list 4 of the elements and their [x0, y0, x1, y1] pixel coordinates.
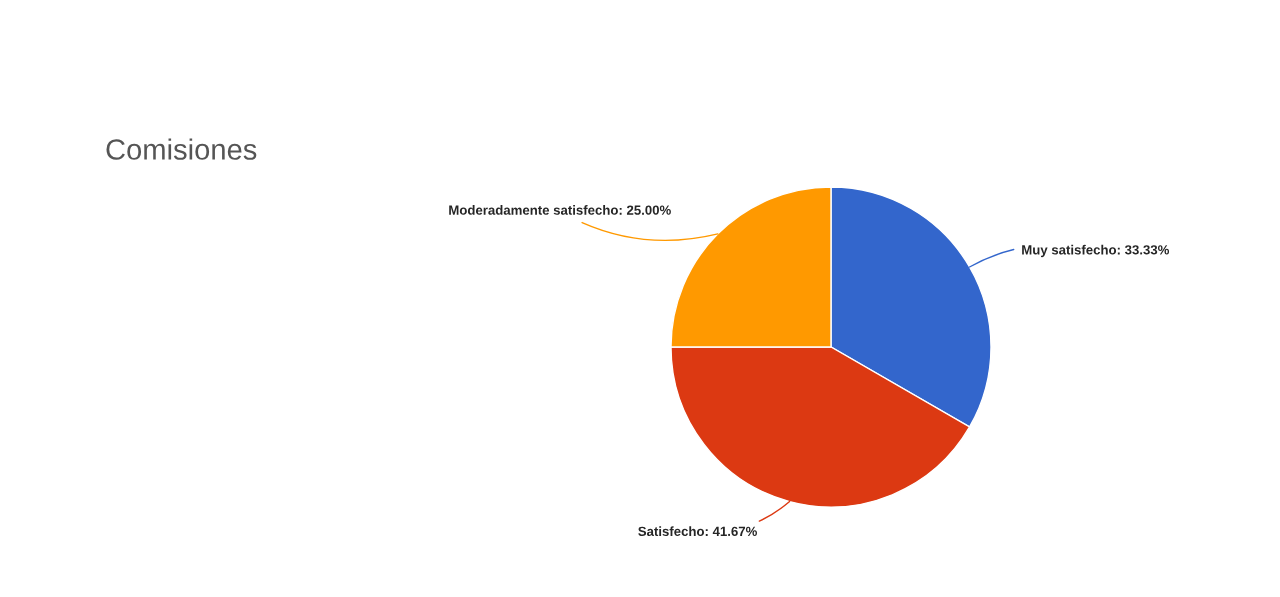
slice-label: Muy satisfecho: 33.33% — [1022, 244, 1170, 258]
slice-label: Moderadamente satisfecho: 25.00% — [449, 205, 671, 215]
text: Comisiones — [106, 138, 257, 160]
slice-label: Satisfecho: 41.67% — [638, 526, 757, 536]
